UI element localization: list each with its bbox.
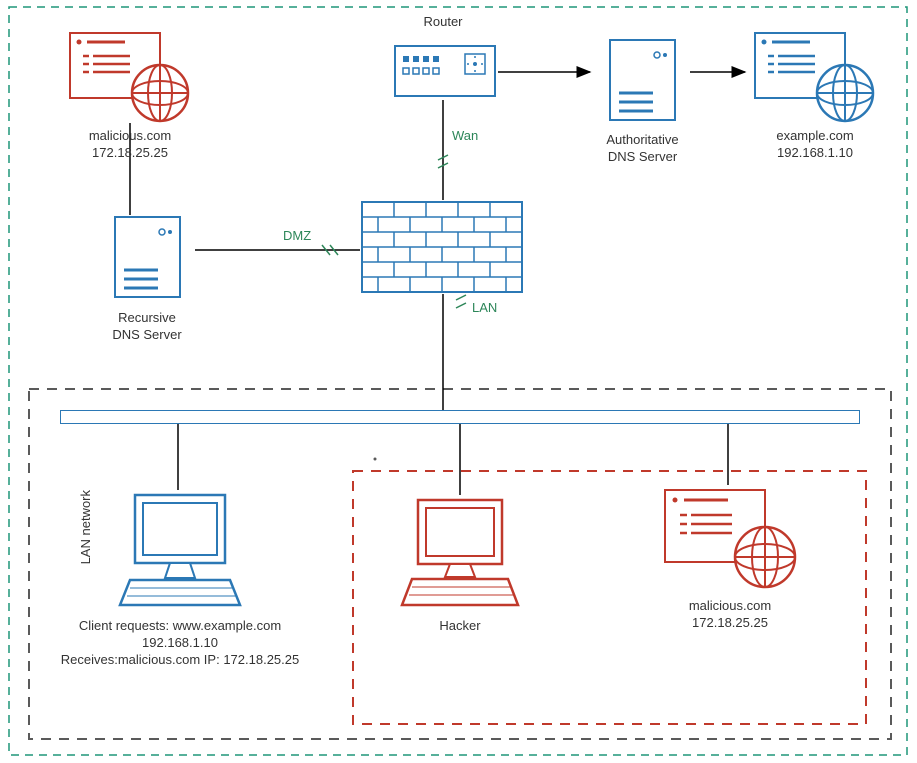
malicious-top-ip: 172.18.25.25 (92, 145, 168, 160)
router-label: Router (393, 14, 493, 31)
hacker-label: Hacker (400, 618, 520, 635)
example-com-icon (750, 28, 880, 123)
malicious-bottom-icon (660, 485, 800, 590)
lan-bar (60, 410, 860, 424)
auth-dns-icon (595, 38, 690, 128)
malicious-top-name: malicious.com (89, 128, 171, 143)
recursive-dns-label: Recursive DNS Server (92, 310, 202, 344)
example-com-label: example.com 192.168.1.10 (750, 128, 880, 162)
malicious-top-icon (65, 28, 195, 123)
hacker-icon (400, 495, 520, 610)
lan-zone-label: LAN (472, 300, 497, 317)
malicious-bottom-label: malicious.com 172.18.25.25 (660, 598, 800, 632)
network-diagram: malicious.com 172.18.25.25 Router Author… (0, 0, 917, 763)
auth-dns-label: Authoritative DNS Server (595, 132, 690, 166)
dot-artifact (373, 457, 377, 461)
firewall-icon (360, 200, 525, 294)
recursive-dns-icon (100, 215, 195, 305)
wan-label: Wan (452, 128, 478, 145)
lan-network-label: LAN network (78, 490, 95, 564)
malicious-top-label: malicious.com 172.18.25.25 (65, 128, 195, 162)
client-label: Client requests: www.example.com 192.168… (40, 618, 320, 669)
dmz-label: DMZ (283, 228, 311, 245)
client-icon (115, 490, 245, 610)
router-icon (393, 36, 498, 100)
